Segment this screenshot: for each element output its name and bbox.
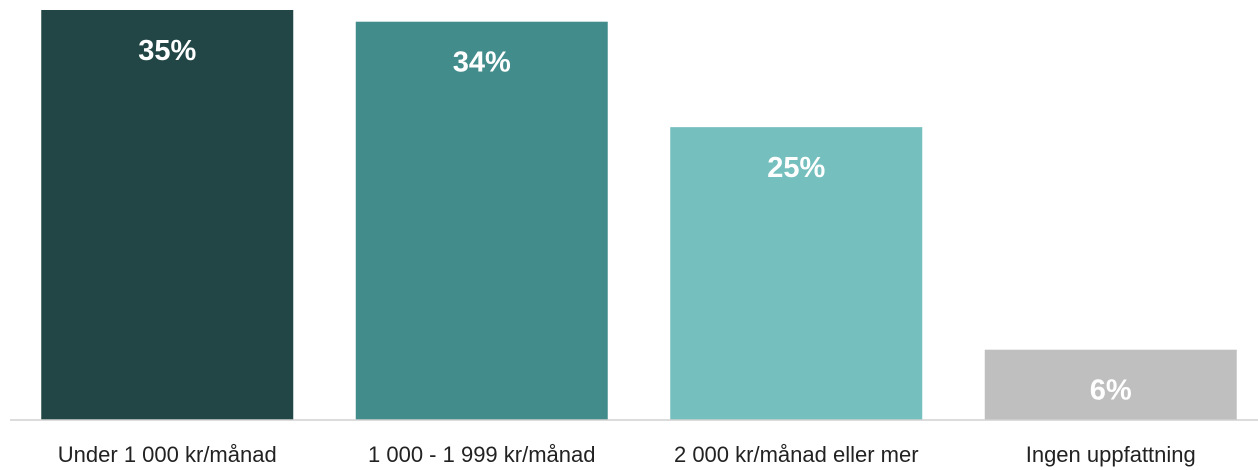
category-label-3: 2 000 kr/månad eller mer <box>674 442 919 467</box>
bar-1 <box>41 10 294 420</box>
bars-layer <box>41 10 1237 421</box>
category-label-4: Ingen uppfattning <box>1026 442 1196 467</box>
data-label-2: 34% <box>453 47 511 79</box>
bar-4 <box>984 349 1237 420</box>
category-label-1: Under 1 000 kr/månad <box>58 442 277 467</box>
labels-layer: 35% Under 1 000 kr/månad 34% 1 000 - 1 999 … <box>58 35 1196 467</box>
bar-2 <box>355 21 608 420</box>
category-label-2: 1 000 - 1 999 kr/månad <box>368 442 595 467</box>
bar-3 <box>670 127 923 421</box>
data-label-4: 6% <box>1090 375 1132 407</box>
data-label-3: 25% <box>767 152 825 184</box>
data-label-1: 35% <box>138 35 196 67</box>
